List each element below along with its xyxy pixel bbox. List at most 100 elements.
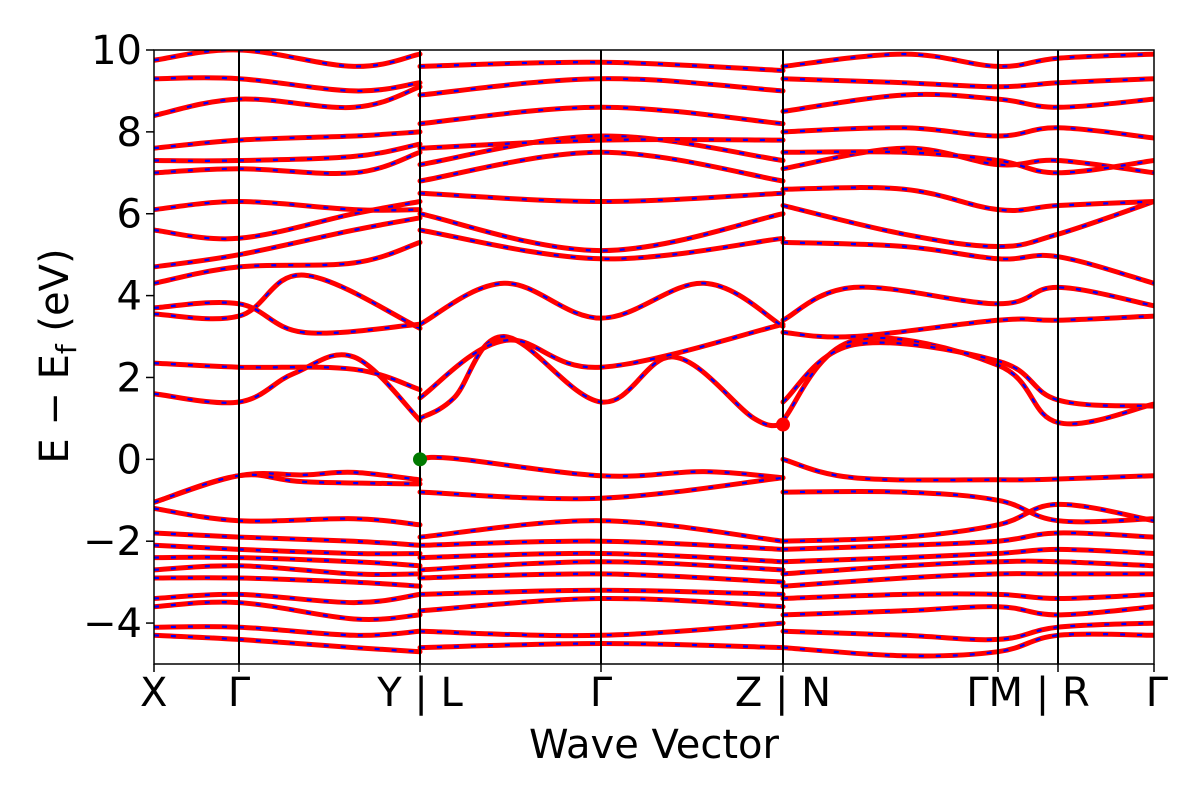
band-39 [780,91,1154,114]
band-4-spin-up [780,456,1154,483]
band-18-spin-down [154,216,421,268]
band-22-spin-up [780,199,1154,250]
band-11-spin-up [780,340,1154,409]
band-53-spin-down [154,625,421,637]
band-49-spin-up [154,563,423,578]
band-7-spin-down [154,362,421,391]
plot-frame [153,49,1155,665]
band-49-spin-down [154,564,421,576]
band-1 [154,472,423,505]
band-12-spin-down [154,273,421,330]
band-47-spin-down [154,544,421,555]
band-70-spin-up [780,604,1154,618]
x-kpoint-label-4: Z | N [735,670,831,716]
band-66 [780,546,1154,565]
band-45 [154,506,423,528]
band-29-spin-up [154,141,423,164]
band-20-spin-down [419,212,784,252]
band-34-spin-down [154,130,421,150]
band-38 [780,125,1154,141]
band-50-spin-down [154,576,421,588]
band-46 [154,530,423,548]
band-35-spin-down [154,85,421,117]
band-70 [780,604,1154,618]
band-40-spin-down [154,76,421,93]
band-15 [780,313,1154,340]
band-23 [154,199,423,242]
kpoint-divider-lines [238,50,1059,664]
band-41 [154,50,423,69]
x-kpoint-label-1: Γ [228,670,251,716]
band-16 [780,284,1154,323]
band-46-spin-down [154,531,421,547]
band-26-spin-down [419,151,784,183]
band-29-spin-down [154,143,421,162]
y-tick-label-4: 4 [117,274,142,320]
band-69 [780,591,1154,602]
band-13 [154,299,423,336]
band-9-spin-down [419,323,784,399]
band-28 [154,149,423,177]
band-52 [154,599,423,622]
band-52-spin-up [154,599,423,622]
band-27-spin-down [782,186,1154,212]
band-17 [154,239,423,286]
y-tick-label-3: 2 [117,355,142,401]
band-4 [780,456,1154,483]
band-51 [154,591,423,606]
band-33-spin-up [780,149,1154,176]
bands-layer [154,50,1154,659]
band-4-spin-down [782,458,1154,482]
y-tick-label-7: 10 [91,28,142,74]
band-41-spin-down [154,50,421,68]
band-68-spin-down [782,572,1154,588]
band-71 [780,620,1154,643]
band-68 [780,571,1154,589]
band-23-spin-down [154,200,421,240]
band-65-spin-down [782,531,1154,551]
band-69-spin-down [782,592,1154,600]
band-39-spin-up [780,91,1154,114]
x-kpoint-label-5: ΓM | R [966,670,1090,716]
band-48-spin-down [154,556,421,567]
band-47-spin-up [154,542,423,557]
y-tick-label-1: −2 [83,519,142,565]
y-tick-label-2: 0 [117,437,142,483]
band-67 [780,558,1154,577]
y-axis-ticks: −4 −2 0 2 4 6 8 10 [83,28,154,647]
band-49 [154,563,423,578]
band-32-spin-down [782,147,1154,174]
band-68-spin-up [780,571,1154,589]
band-45-spin-up [154,506,423,528]
band-50 [154,575,423,589]
band-32 [780,145,1154,176]
band-18 [154,215,423,270]
band-9 [417,321,786,401]
band-1-spin-up [154,472,423,505]
band-53-spin-up [154,624,423,638]
band-51-spin-down [154,593,421,604]
band-16-spin-up [780,284,1154,323]
band-47 [154,542,423,557]
x-kpoint-label-2: Y | L [376,670,463,716]
band-5-spin-down [782,490,1154,523]
band-65 [780,530,1154,552]
y-tick-label-5: 6 [117,192,142,238]
band-48 [154,554,423,569]
band-27-spin-up [780,185,1154,213]
band-22-spin-down [782,200,1154,248]
band-17-spin-down [154,241,421,285]
band-23-spin-up [154,199,423,242]
band-72 [780,631,1154,659]
y-axis-title-main: E − E [32,354,78,464]
band-5 [780,488,1154,525]
band-40 [154,75,423,94]
band-edge-markers [413,417,790,467]
band-7 [154,360,423,393]
band-1-spin-down [154,473,421,504]
band-38-spin-up [780,125,1154,141]
band-71-spin-up [780,620,1154,643]
band-54-spin-up [154,632,423,655]
